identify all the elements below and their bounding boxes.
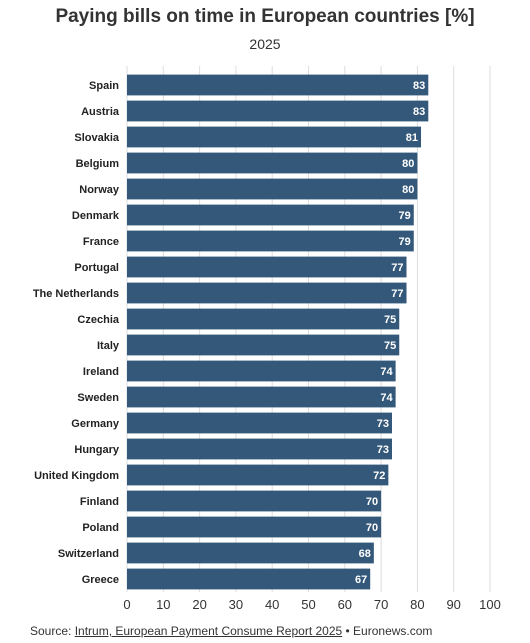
category-label: Norway <box>79 184 120 196</box>
category-label: Hungary <box>74 444 120 456</box>
value-labels: 83 83 81 80 80 79 79 77 77 75 75 74 74 73 73 72 70 70 68 67 <box>355 80 425 586</box>
category-labels: Spain Austria Slovakia Belgium Norway Denmark… <box>33 80 120 586</box>
x-tick-label: 80 <box>410 597 424 612</box>
data-label: 79 <box>399 210 411 222</box>
category-label: United Kingdom <box>34 470 119 482</box>
bar <box>127 490 382 512</box>
bar <box>127 412 392 434</box>
data-label: 80 <box>402 158 414 170</box>
bar <box>127 126 422 148</box>
bar <box>127 204 414 226</box>
category-label: Switzerland <box>58 548 119 560</box>
bars <box>127 74 429 590</box>
category-label: Finland <box>80 496 119 508</box>
x-tick-labels: 0 10 20 30 40 50 60 70 80 90 100 <box>123 597 500 612</box>
category-label: Ireland <box>83 366 119 378</box>
bar <box>127 438 392 460</box>
bar <box>127 74 429 96</box>
data-label: 72 <box>373 470 385 482</box>
category-label: Portugal <box>74 262 119 274</box>
category-label: Spain <box>89 80 119 92</box>
category-label: Poland <box>82 522 119 534</box>
source-suffix: • Euronews.com <box>342 624 433 638</box>
data-label: 73 <box>377 444 389 456</box>
data-label: 75 <box>384 314 396 326</box>
data-label: 70 <box>366 496 378 508</box>
category-label: Belgium <box>76 158 120 170</box>
bar <box>127 568 371 590</box>
chart-title: Paying bills on time in European countri… <box>55 6 475 27</box>
bar <box>127 360 396 382</box>
category-label: Austria <box>81 106 120 118</box>
bar <box>127 386 396 408</box>
bar <box>127 282 407 304</box>
bar <box>127 516 382 538</box>
data-label: 77 <box>391 288 403 300</box>
bar <box>127 178 418 200</box>
bar <box>127 256 407 278</box>
x-tick-label: 100 <box>479 597 501 612</box>
data-label: 83 <box>413 80 425 92</box>
data-label: 73 <box>377 418 389 430</box>
data-label: 74 <box>380 392 393 404</box>
x-tick-label: 40 <box>265 597 279 612</box>
bar <box>127 152 418 174</box>
x-tick-label: 20 <box>192 597 206 612</box>
bar <box>127 542 374 564</box>
data-label: 83 <box>413 106 425 118</box>
category-label: Denmark <box>72 210 120 222</box>
data-label: 67 <box>355 574 367 586</box>
data-label: 79 <box>399 236 411 248</box>
chart-subtitle: 2025 <box>249 36 281 52</box>
category-label: Greece <box>82 574 119 586</box>
category-label: Slovakia <box>74 132 120 144</box>
x-tick-label: 0 <box>123 597 130 612</box>
data-label: 81 <box>406 132 418 144</box>
category-label: Sweden <box>77 392 119 404</box>
data-label: 75 <box>384 340 396 352</box>
x-tick-label: 30 <box>229 597 243 612</box>
data-label: 68 <box>359 548 371 560</box>
category-label: France <box>83 236 119 248</box>
bar <box>127 464 389 486</box>
source-footer: Source: Intrum, European Payment Consume… <box>30 624 432 638</box>
data-label: 70 <box>366 522 378 534</box>
category-label: Italy <box>97 340 120 352</box>
x-tick-label: 50 <box>301 597 315 612</box>
bar <box>127 230 414 252</box>
bar <box>127 334 400 356</box>
category-label: Germany <box>71 418 120 430</box>
x-tick-label: 60 <box>338 597 352 612</box>
source-prefix: Source: <box>30 624 75 638</box>
source-link[interactable]: Intrum, European Payment Consume Report … <box>74 624 343 638</box>
bar <box>127 308 400 330</box>
data-label: 74 <box>380 366 393 378</box>
x-tick-label: 10 <box>156 597 170 612</box>
x-tick-label: 70 <box>374 597 388 612</box>
data-label: 80 <box>402 184 414 196</box>
data-label: 77 <box>391 262 403 274</box>
x-tick-label: 90 <box>446 597 460 612</box>
category-label: The Netherlands <box>33 288 119 300</box>
bar <box>127 100 429 122</box>
category-label: Czechia <box>77 314 119 326</box>
